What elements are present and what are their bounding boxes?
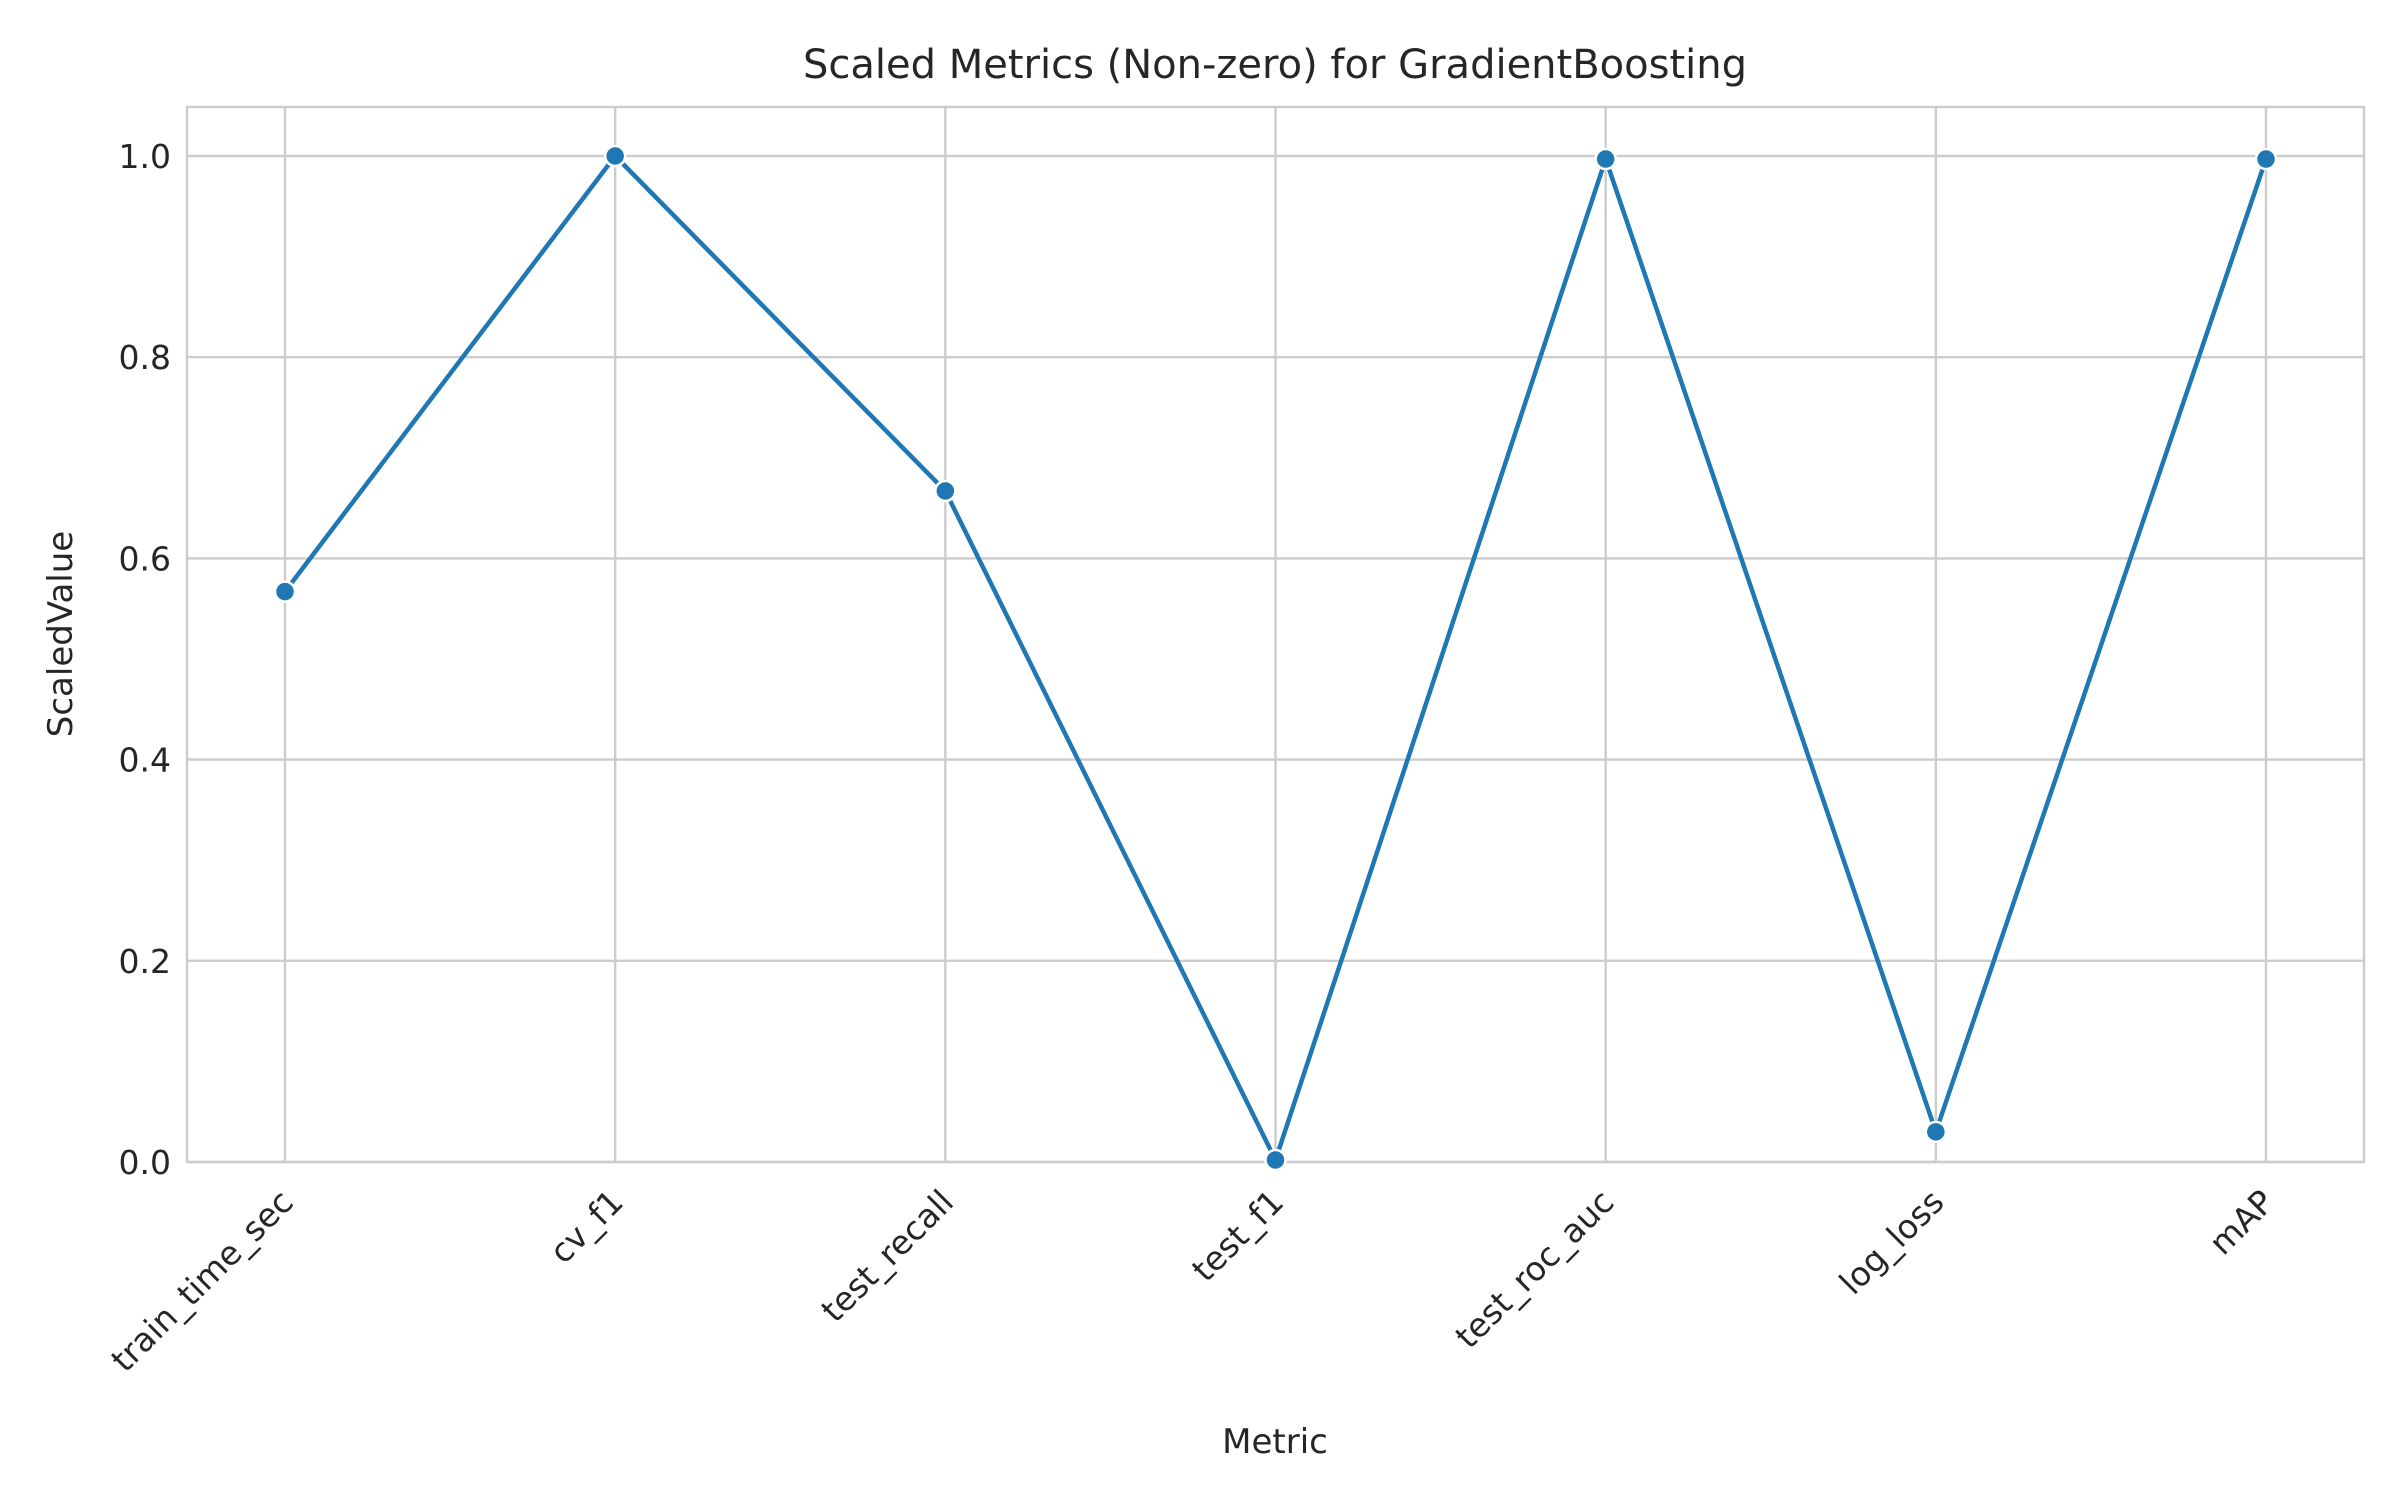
grid-layer (187, 107, 2364, 1164)
x-tick-label: test_recall (813, 1182, 961, 1330)
series-layer (273, 144, 2278, 1172)
data-point-test_f1 (1264, 1148, 1287, 1172)
data-point-cv_f1 (603, 144, 627, 168)
x-tick-labels: train_time_sec cv_f1 test_recall test_f1 tes… (103, 1182, 2281, 1379)
x-axis-label: Metric (1222, 1422, 1328, 1462)
data-point-test_recall (934, 479, 957, 503)
data-point-log_loss (1924, 1120, 1948, 1144)
x-tick-label: mAP (2201, 1182, 2281, 1262)
data-point-test_roc_auc (1594, 147, 1617, 171)
y-tick-label: 0.8 (119, 338, 171, 377)
y-tick-label: 0.2 (119, 942, 171, 981)
data-point-train_time_sec (273, 580, 297, 603)
x-tick-label: log_loss (1832, 1182, 1952, 1302)
y-tick-label: 0.4 (119, 741, 171, 780)
y-tick-label: 0.6 (119, 539, 171, 578)
x-tick-label: test_roc_auc (1447, 1182, 1621, 1356)
y-tick-label: 0.0 (119, 1143, 171, 1182)
x-tick-label: train_time_sec (103, 1182, 300, 1379)
chart-title: Scaled Metrics (Non-zero) for GradientBo… (803, 42, 1747, 88)
y-tick-labels: 0.0 0.2 0.4 0.6 0.8 1.0 (119, 137, 171, 1182)
x-tick-label: cv_f1 (542, 1182, 631, 1271)
data-point-mAP (2254, 147, 2278, 171)
y-axis-label: ScaledValue (41, 531, 81, 737)
x-tick-label: test_f1 (1184, 1182, 1291, 1289)
y-tick-label: 1.0 (119, 137, 171, 176)
